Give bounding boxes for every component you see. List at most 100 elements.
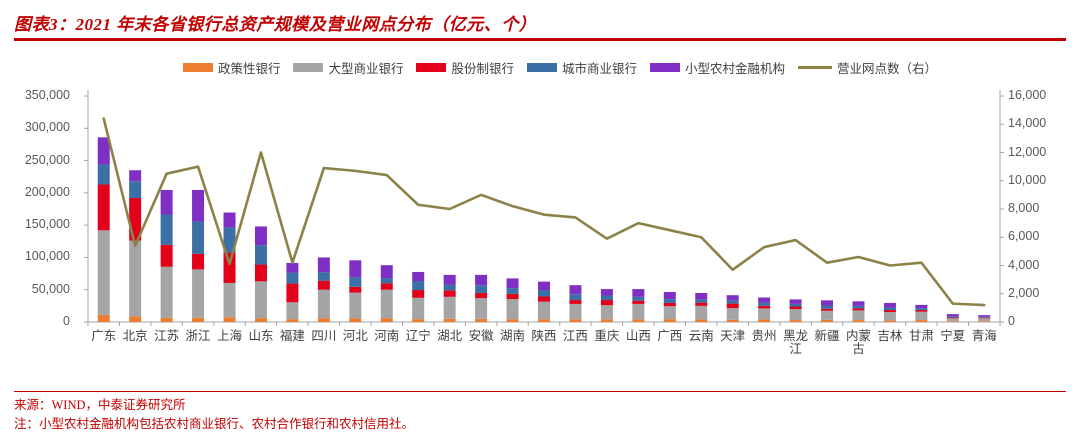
bar-segment xyxy=(569,319,582,322)
bar-segment xyxy=(380,318,393,322)
bar-segment xyxy=(506,293,519,300)
bar-group-16[interactable] xyxy=(600,289,613,322)
bar-segment xyxy=(915,310,928,312)
x-label-20: 天津 xyxy=(720,329,746,343)
legend-item-3[interactable]: 城市商业银行 xyxy=(527,58,637,77)
bar-segment xyxy=(254,281,267,319)
bar-group-3[interactable] xyxy=(192,189,205,322)
bar-group-20[interactable] xyxy=(726,295,739,322)
left-tick-label: 100,000 xyxy=(24,249,70,264)
bar-segment xyxy=(286,262,299,273)
bar-group-23[interactable] xyxy=(821,300,834,322)
legend-item-1[interactable]: 大型商业银行 xyxy=(293,58,403,77)
legend-item-4[interactable]: 小型农村金融机构 xyxy=(650,58,785,77)
legend-item-2[interactable]: 股份制银行 xyxy=(416,58,514,77)
bar-segment xyxy=(286,302,299,320)
bar-group-4[interactable] xyxy=(223,212,236,322)
bar-segment xyxy=(286,319,299,322)
bar-group-24[interactable] xyxy=(852,301,865,322)
bar-segment xyxy=(475,318,488,322)
bar-segment xyxy=(915,304,928,309)
bar-group-26[interactable] xyxy=(915,304,928,322)
bar-segment xyxy=(789,303,802,307)
bar-segment xyxy=(978,315,991,317)
bar-segment xyxy=(569,303,582,320)
chart-title-bar: 图表3：2021 年末各省银行总资产规模及营业网点分布（亿元、个） xyxy=(14,6,1066,41)
bar-group-1[interactable] xyxy=(129,170,142,322)
bar-group-8[interactable] xyxy=(349,260,362,322)
bar-segment xyxy=(538,296,550,302)
branch-count-line[interactable] xyxy=(102,117,986,307)
bar-group-7[interactable] xyxy=(317,257,330,322)
bar-segment xyxy=(317,257,330,273)
bar-segment xyxy=(632,289,645,297)
bar-group-2[interactable] xyxy=(160,189,173,322)
bar-group-0[interactable] xyxy=(97,137,110,322)
left-tick-label: 250,000 xyxy=(24,152,70,167)
bar-segment xyxy=(852,301,865,306)
bar-group-17[interactable] xyxy=(632,289,645,322)
bar-group-5[interactable] xyxy=(254,226,267,322)
bar-segment xyxy=(600,295,613,301)
bar-segment xyxy=(286,283,299,303)
bar-group-6[interactable] xyxy=(286,262,299,322)
bar-group-10[interactable] xyxy=(412,271,425,322)
bar-group-9[interactable] xyxy=(380,265,393,322)
bar-segment xyxy=(852,305,865,309)
bar-segment xyxy=(726,295,739,301)
bar-segment xyxy=(946,321,959,322)
bar-segment xyxy=(160,214,173,245)
bar-segment xyxy=(223,227,236,253)
bar-segment xyxy=(821,319,834,322)
legend-item-5[interactable]: 营业网点数（右） xyxy=(798,58,937,77)
x-label-15: 江西 xyxy=(562,329,588,343)
bar-segment xyxy=(569,285,582,295)
legend-item-0[interactable]: 政策性银行 xyxy=(182,58,280,77)
bar-group-15[interactable] xyxy=(569,285,582,322)
legend-swatch-icon xyxy=(293,62,324,72)
bar-segment xyxy=(663,291,676,300)
bar-segment xyxy=(726,308,739,320)
bar-segment xyxy=(475,274,488,286)
x-label-3: 浙江 xyxy=(185,329,211,343)
bar-segment xyxy=(412,271,425,281)
bar-segment xyxy=(978,321,991,322)
bar-group-19[interactable] xyxy=(695,292,708,322)
bar-segment xyxy=(349,277,362,287)
bar-segment xyxy=(349,286,362,293)
bar-group-22[interactable] xyxy=(789,299,802,322)
bar-segment xyxy=(380,265,393,279)
x-label-17: 山西 xyxy=(625,329,651,343)
legend-label: 营业网点数（右） xyxy=(837,61,938,76)
bar-segment xyxy=(380,283,393,290)
left-tick-label: 350,000 xyxy=(24,88,70,102)
x-label-13: 湖南 xyxy=(500,329,526,343)
bar-group-27[interactable] xyxy=(946,314,959,322)
bar-segment xyxy=(160,189,173,215)
bar-group-28[interactable] xyxy=(978,315,991,322)
bar-group-21[interactable] xyxy=(758,297,771,322)
bar-segment xyxy=(97,314,110,322)
x-label-12: 安徽 xyxy=(468,329,494,343)
bar-segment xyxy=(223,282,236,318)
bar-group-18[interactable] xyxy=(663,291,676,322)
legend-label: 大型商业银行 xyxy=(328,61,404,76)
x-label-1: 北京 xyxy=(122,329,148,343)
bar-group-14[interactable] xyxy=(538,281,550,322)
x-label-24: 内蒙古 xyxy=(845,329,871,357)
bar-segment xyxy=(129,181,142,199)
legend-swatch-icon xyxy=(527,62,557,72)
right-tick-label: 10,000 xyxy=(1008,172,1047,187)
bar-group-11[interactable] xyxy=(443,274,456,322)
bar-segment xyxy=(380,289,393,319)
bar-group-25[interactable] xyxy=(883,302,896,322)
x-label-27: 宁夏 xyxy=(940,329,966,343)
right-tick-label: 0 xyxy=(1008,314,1015,328)
bar-segment xyxy=(915,320,928,322)
legend-swatch-icon xyxy=(182,62,213,72)
left-tick-label: 200,000 xyxy=(24,184,70,199)
bar-group-12[interactable] xyxy=(475,274,488,322)
legend-label: 股份制银行 xyxy=(451,61,514,76)
bar-group-13[interactable] xyxy=(506,278,519,322)
